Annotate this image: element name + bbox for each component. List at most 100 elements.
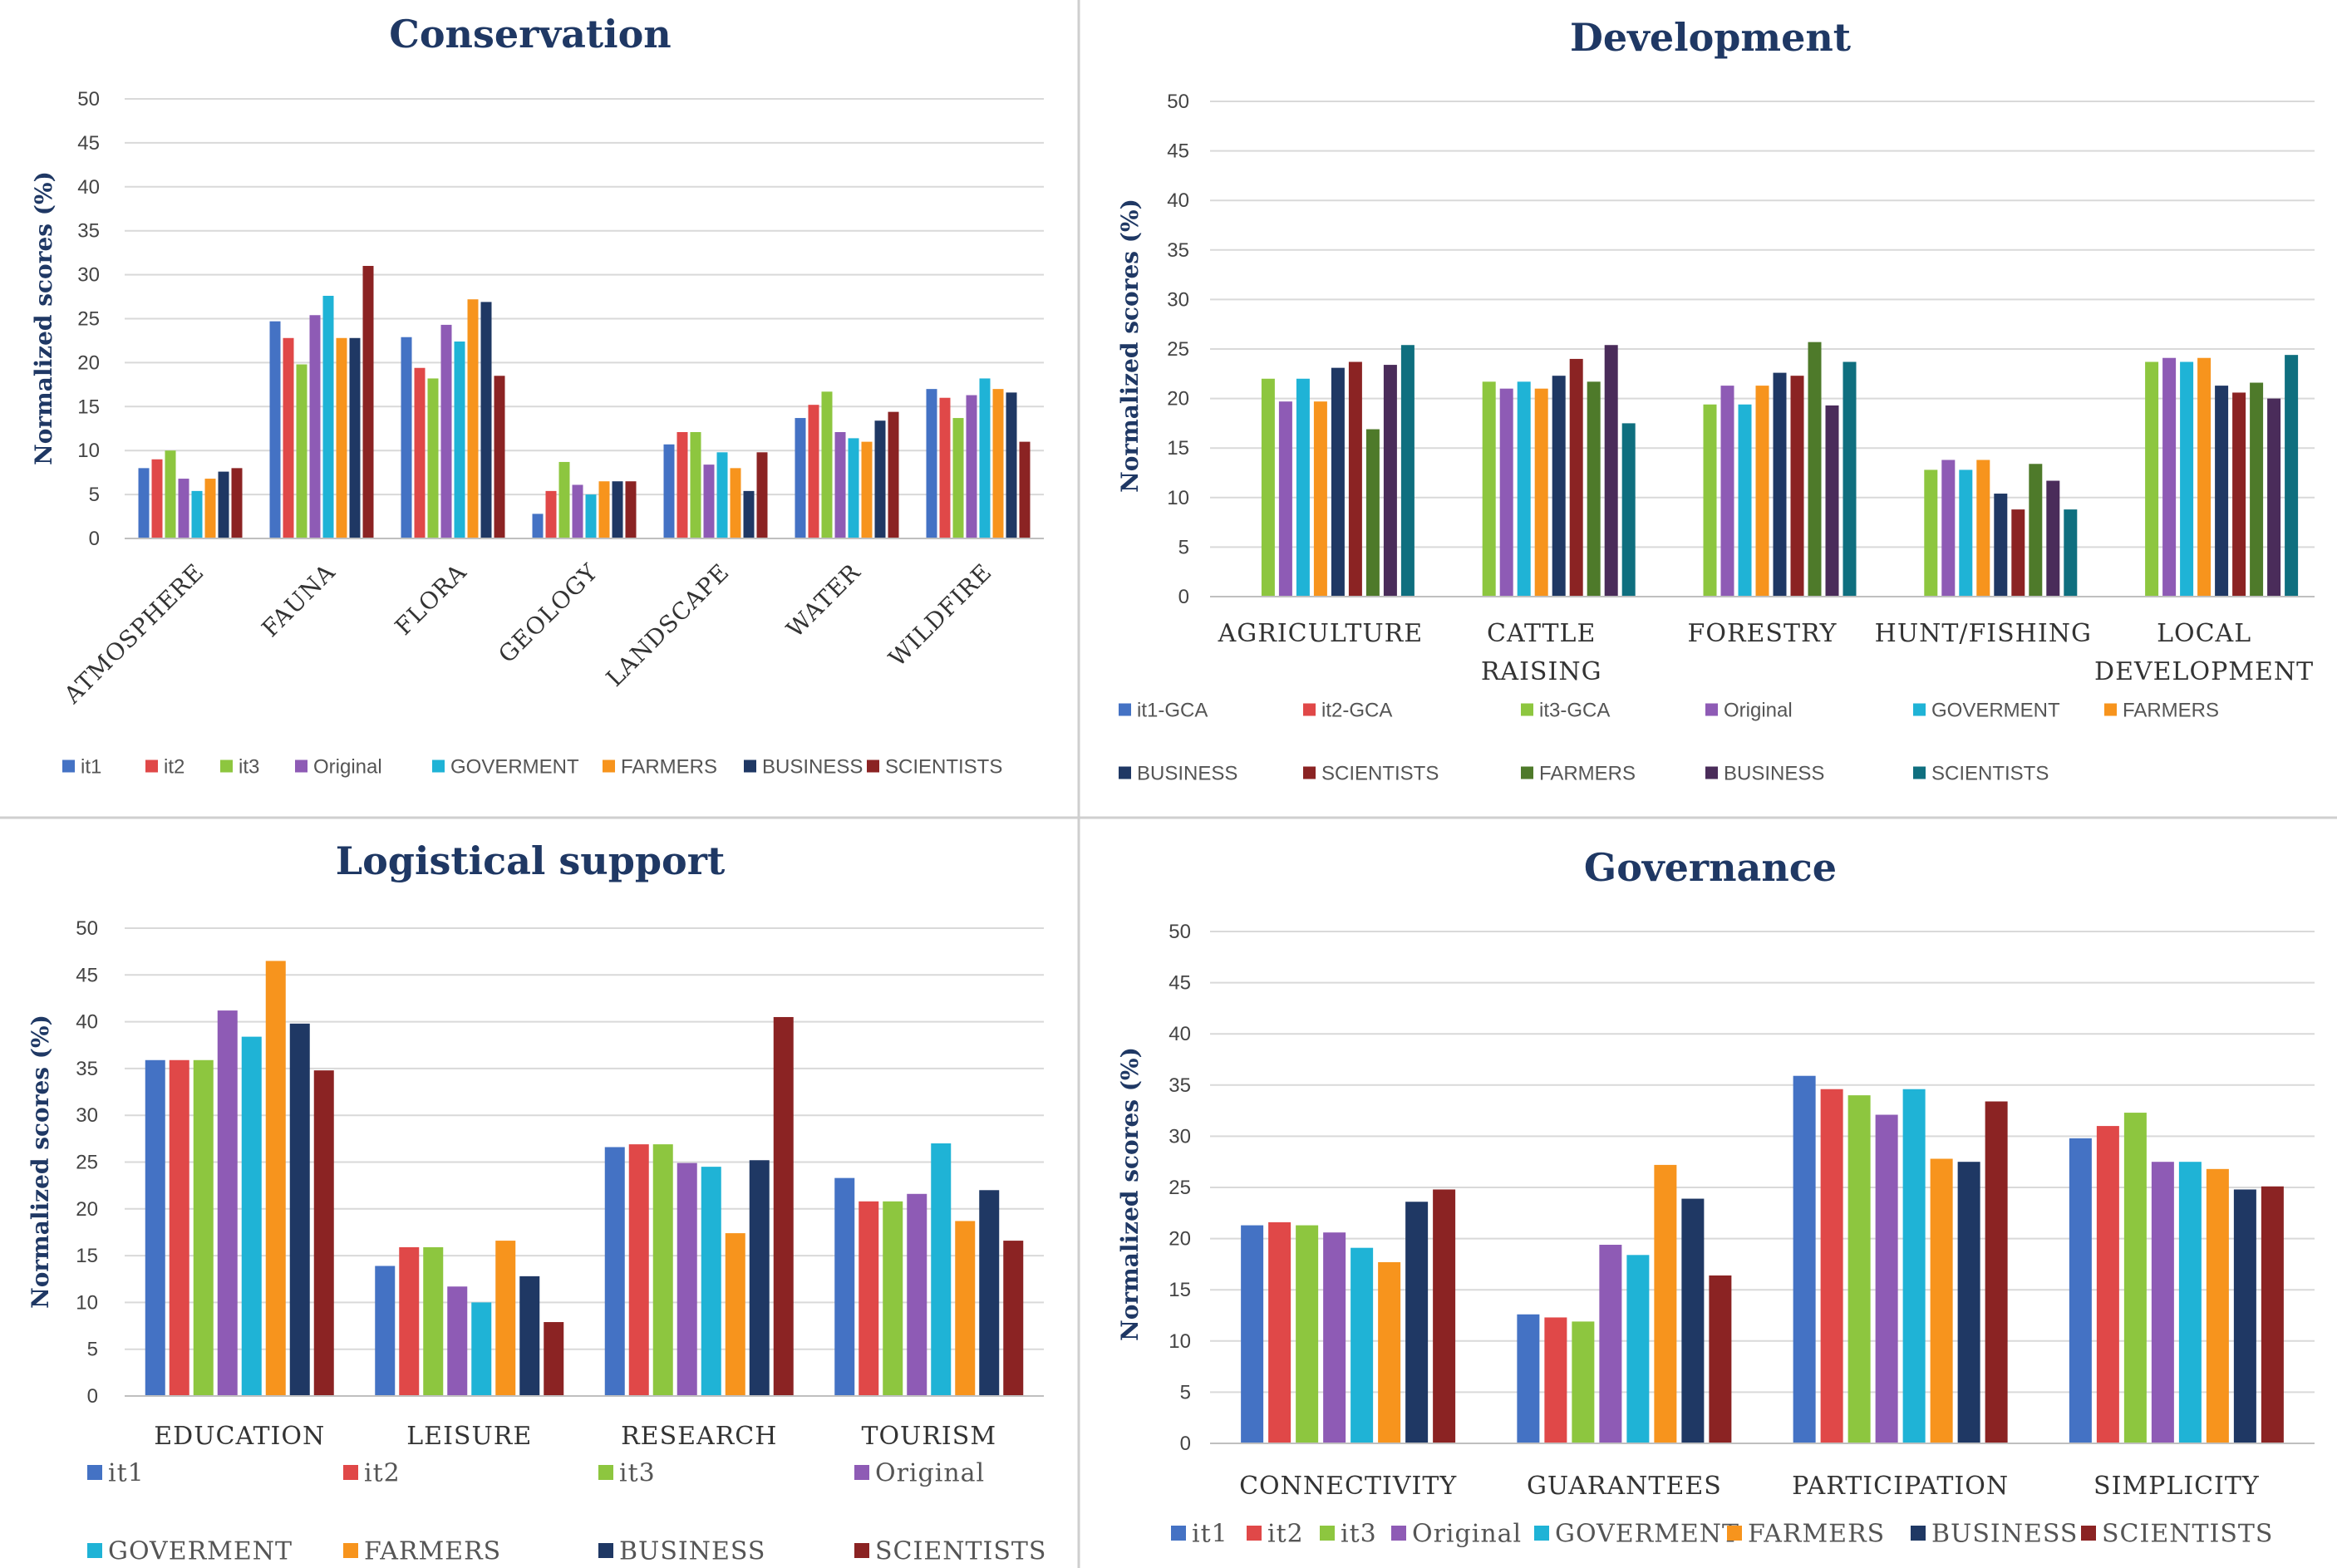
y-tick-label: 40 xyxy=(77,176,100,199)
legend-label: FARMERS xyxy=(364,1537,501,1566)
bar-original xyxy=(2162,357,2177,597)
bar-farmers xyxy=(598,481,610,538)
bar-farmers xyxy=(1587,381,1601,597)
legend-swatch-it2 xyxy=(145,759,158,773)
bar-it3 xyxy=(193,1059,214,1396)
bar-scientists xyxy=(888,411,899,538)
legend-swatch-it1 xyxy=(1171,1526,1186,1541)
bar-goverment xyxy=(716,452,728,538)
bar-goverment xyxy=(1351,1247,1374,1443)
y-tick-label: 20 xyxy=(1167,388,1189,410)
bar-business xyxy=(2046,480,2060,597)
legend-swatch-farmers xyxy=(1727,1526,1742,1541)
bar-it2 xyxy=(169,1059,189,1396)
legend-label: it1-GCA xyxy=(1137,699,1208,721)
bar-farmers xyxy=(1378,1261,1401,1443)
legend-swatch-business xyxy=(598,1543,613,1558)
bar-farmers xyxy=(2250,382,2264,597)
bar-business xyxy=(1957,1162,1980,1443)
bar-original xyxy=(703,465,715,538)
bar-it3 xyxy=(690,431,701,538)
bar-scientists xyxy=(1843,361,1857,597)
bar-goverment xyxy=(1296,378,1310,597)
bar-scientists xyxy=(362,266,374,538)
bar-it2 xyxy=(939,397,951,538)
y-tick-label: 45 xyxy=(77,132,100,155)
bar-scientists xyxy=(1790,376,1804,597)
y-tick-label: 10 xyxy=(77,440,100,462)
bar-business xyxy=(1552,376,1566,597)
y-tick-label: 25 xyxy=(76,1152,98,1174)
y-tick-label: 0 xyxy=(1180,1433,1191,1455)
bar-business xyxy=(2267,398,2281,597)
bar-scientists xyxy=(2064,509,2078,597)
y-tick-label: 0 xyxy=(87,1385,98,1408)
bar-farmers xyxy=(265,961,286,1396)
legend-swatch-business xyxy=(1705,766,1718,779)
bar-it3 xyxy=(652,1144,673,1396)
category-label: PARTICIPATION xyxy=(1792,1472,2009,1501)
y-tick-label: 10 xyxy=(1168,1330,1191,1353)
bar-business xyxy=(519,1276,540,1396)
bar-it1 xyxy=(375,1266,396,1396)
y-tick-label: 25 xyxy=(1167,338,1189,361)
bar-business xyxy=(743,490,755,538)
legend-swatch-it1 xyxy=(87,1465,102,1480)
legend-label: GOVERMENT xyxy=(1931,699,2060,721)
bar-goverment xyxy=(1902,1089,1926,1443)
bar-it3 xyxy=(427,378,439,538)
y-tick-label: 45 xyxy=(1168,972,1191,995)
legend-swatch-business xyxy=(744,759,756,773)
bar-goverment xyxy=(848,438,859,538)
y-tick-label: 25 xyxy=(1168,1177,1191,1199)
legend-label: it1 xyxy=(1192,1520,1228,1549)
legend-swatch-goverment xyxy=(1534,1526,1549,1541)
legend-swatch-business xyxy=(1119,766,1131,779)
bar-scientists xyxy=(544,1322,564,1396)
bar-business xyxy=(1773,372,1787,597)
bar-scientists xyxy=(1348,361,1362,597)
legend-label: FARMERS xyxy=(621,755,717,778)
category-label: LOCAL xyxy=(2157,619,2251,648)
bar-farmers xyxy=(955,1221,976,1396)
y-tick-label: 5 xyxy=(89,484,100,506)
category-label: DEVELOPMENT xyxy=(2094,657,2314,686)
y-tick-label: 20 xyxy=(76,1198,98,1221)
logistical-support-chart: Logistical support Normalized scores (%)… xyxy=(27,838,1046,1566)
y-tick-label: 35 xyxy=(76,1058,98,1080)
bar-original xyxy=(572,484,583,538)
bar-original xyxy=(1875,1114,1898,1443)
bar-it1 xyxy=(269,321,281,538)
y-tick-label: 20 xyxy=(77,351,100,374)
bar-goverment xyxy=(322,295,334,538)
bar-it3-gca xyxy=(1261,378,1275,597)
bar-original xyxy=(1599,1244,1622,1443)
bar-it3 xyxy=(883,1201,903,1396)
bar-scientists xyxy=(1400,345,1414,597)
bar-it2 xyxy=(676,431,688,538)
legend-swatch-farmers xyxy=(603,759,615,773)
bar-it2 xyxy=(808,405,819,538)
legend-label: it2 xyxy=(1267,1520,1304,1549)
bar-business xyxy=(2233,1189,2256,1443)
y-tick-label: 0 xyxy=(89,528,100,550)
bar-goverment xyxy=(1959,469,1973,597)
bar-original xyxy=(966,395,977,538)
legend-swatch-goverment xyxy=(87,1543,102,1558)
bar-goverment xyxy=(1738,404,1752,597)
y-tick-label: 40 xyxy=(1167,189,1189,212)
category-label: TOURISM xyxy=(861,1422,996,1451)
bar-farmers xyxy=(2206,1168,2229,1443)
legend-label: it1 xyxy=(108,1459,145,1488)
bar-business xyxy=(1681,1198,1705,1443)
legend-swatch-scientists xyxy=(867,759,879,773)
y-tick-label: 45 xyxy=(76,964,98,986)
bar-farmers xyxy=(730,468,741,538)
y-tick-label: 15 xyxy=(1168,1279,1191,1301)
bar-goverment xyxy=(2180,361,2194,597)
bar-farmers xyxy=(336,337,347,538)
legend-swatch-original xyxy=(854,1465,869,1480)
legend-swatch-original xyxy=(1705,703,1718,716)
bar-original xyxy=(1720,386,1734,597)
bar-it1 xyxy=(1793,1075,1816,1443)
